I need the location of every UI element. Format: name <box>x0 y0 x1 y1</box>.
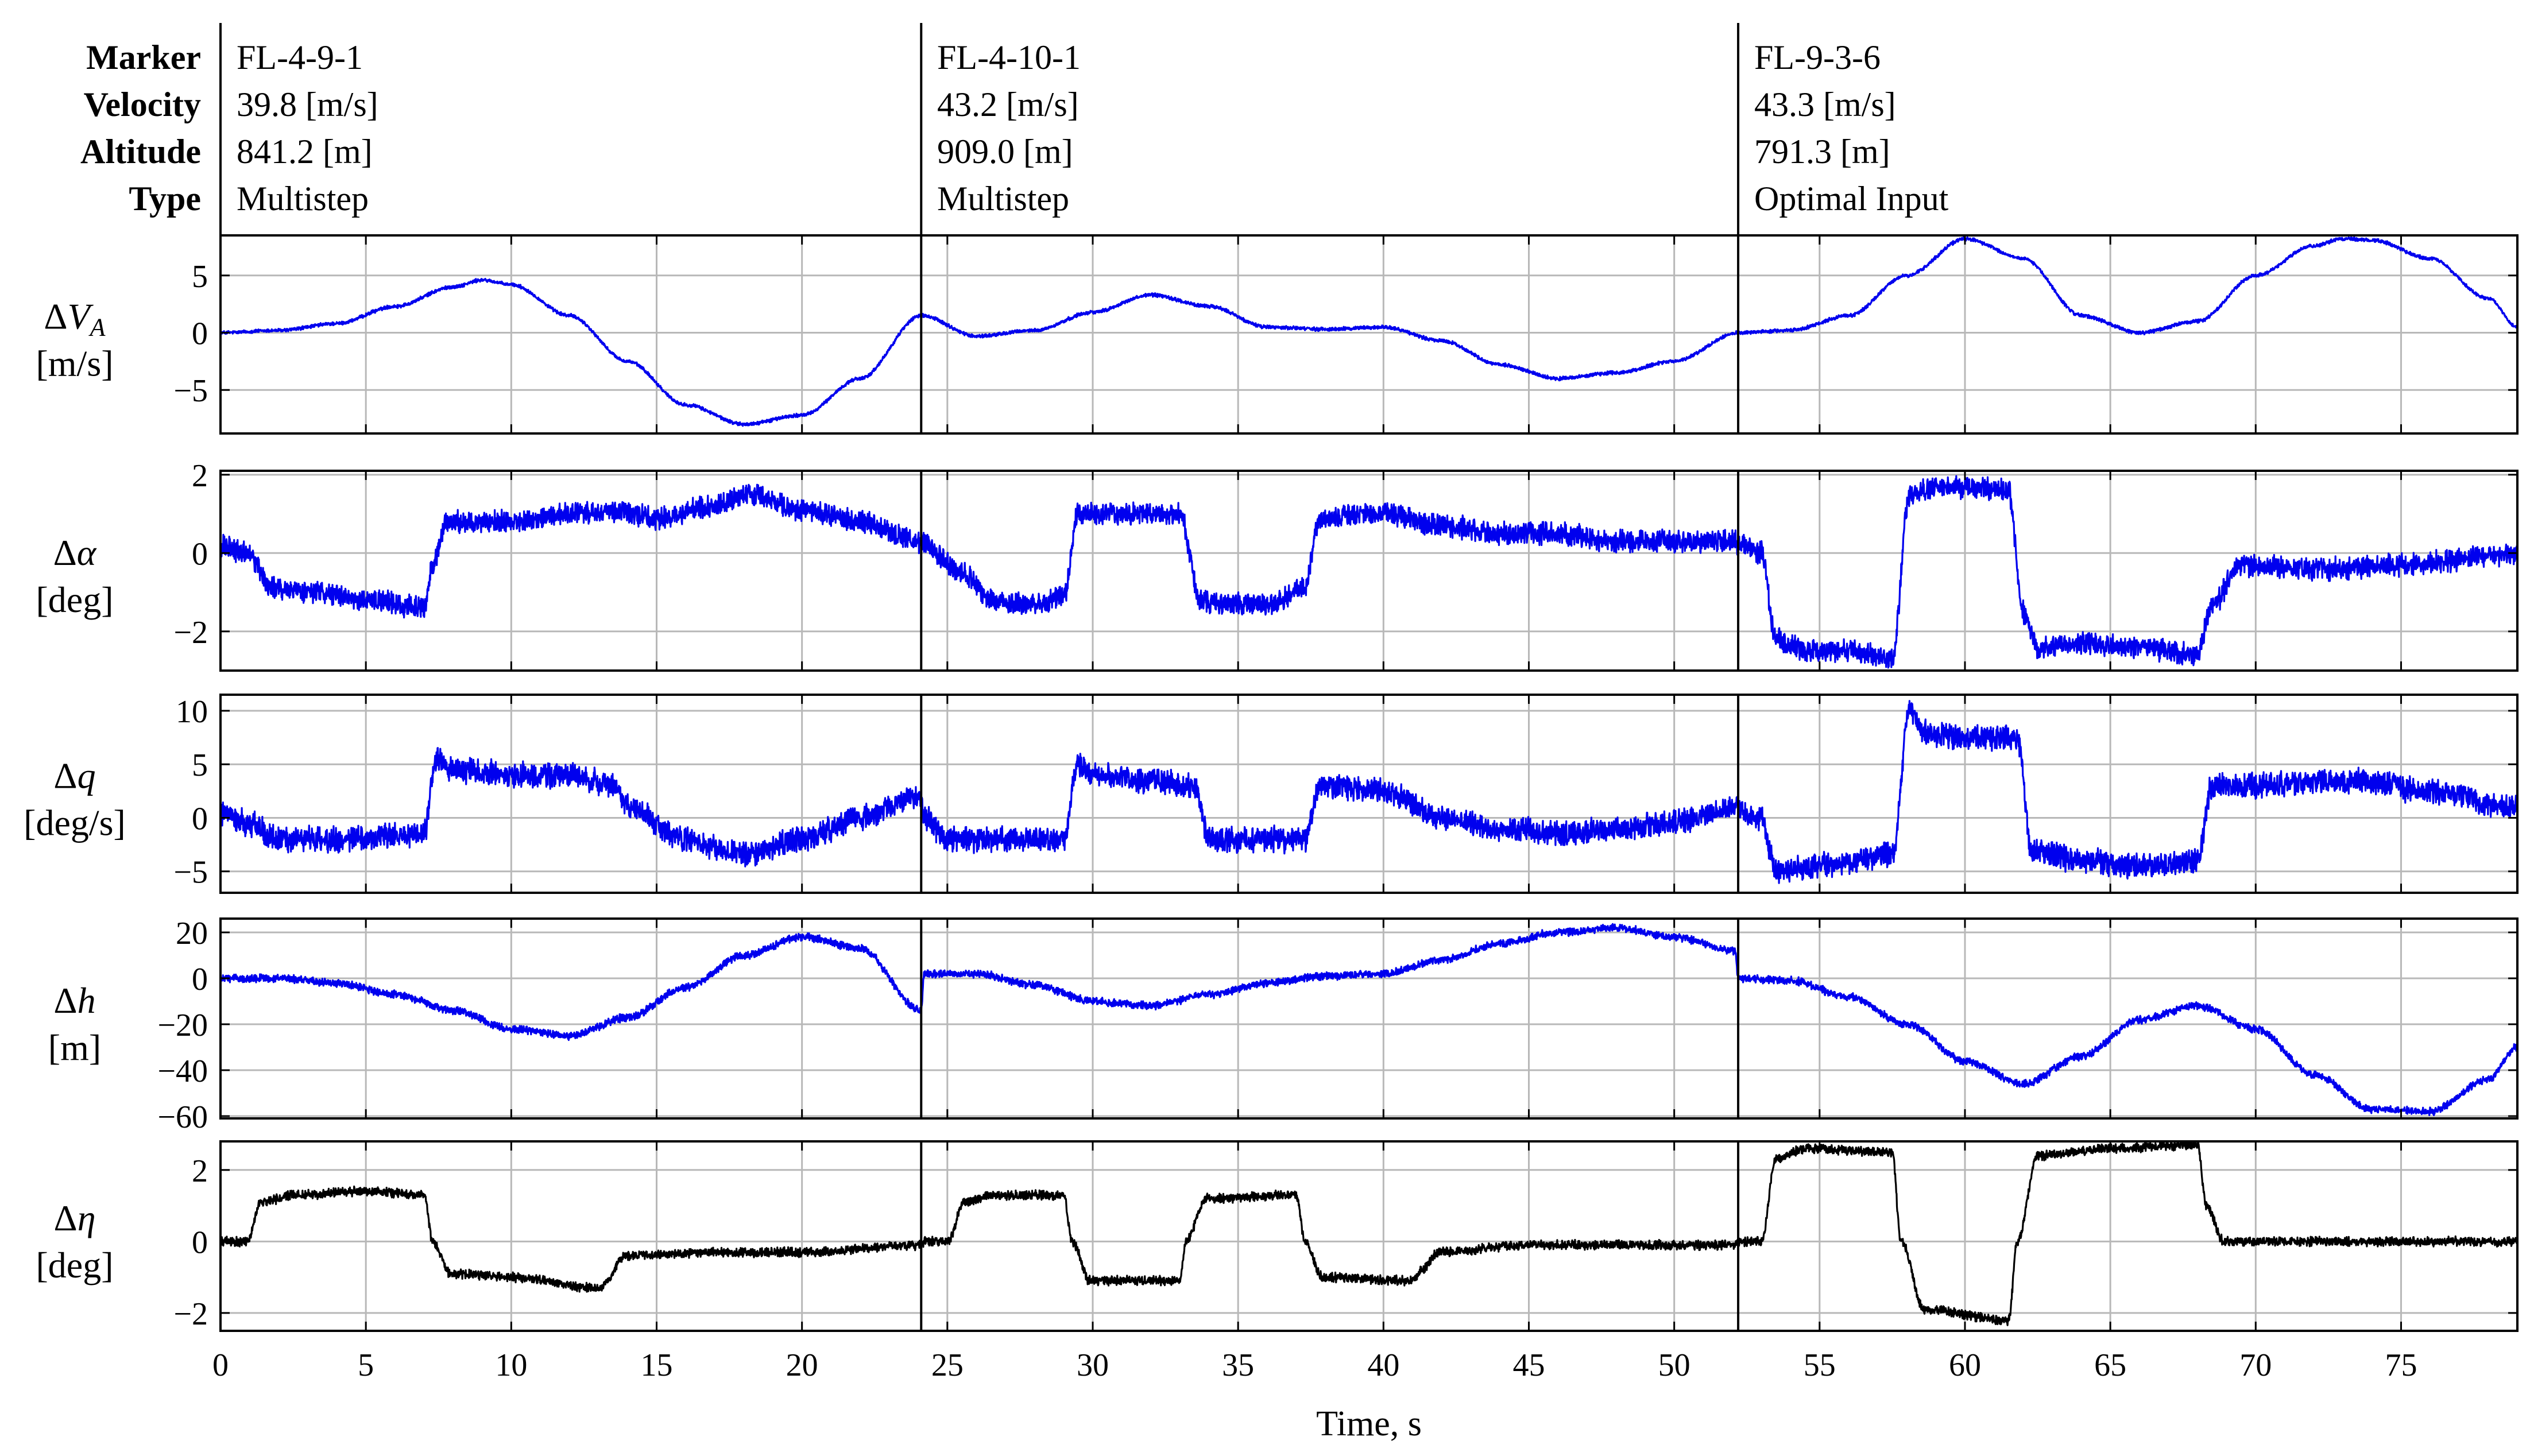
y-tick-label: −2 <box>173 1296 208 1332</box>
x-tick-label: 35 <box>1222 1347 1254 1383</box>
panel-dalpha: 2 0 −2 Δα [deg] <box>36 458 2519 672</box>
panel-dh: 20 0 −20 −40 −60 Δh [m] <box>48 916 2519 1135</box>
flight-3-type: Optimal Input <box>1754 180 1949 218</box>
x-tick-label: 70 <box>2239 1347 2272 1383</box>
y-axis-label-dalpha: Δα <box>53 532 97 573</box>
panel-dq: 10 5 0 −5 Δq [deg/s] <box>24 694 2519 894</box>
y-tick-label: −2 <box>173 615 208 650</box>
x-tick-label: 65 <box>2094 1347 2126 1383</box>
panel-frame <box>219 694 2519 894</box>
x-tick-label: 0 <box>212 1347 229 1383</box>
header-label-velocity: Velocity <box>84 86 201 123</box>
x-tick-label: 15 <box>640 1347 672 1383</box>
y-tick-label: 0 <box>192 316 208 352</box>
series-line-dalpha <box>219 475 2519 669</box>
flight-2-velocity: 43.2 [m/s] <box>937 86 1079 123</box>
series-line-dh <box>219 923 2519 1117</box>
plot-area: 50−5ΔVA[m/s]20−2Δα[deg]1050−5Δq[deg/s]20… <box>24 23 2519 1383</box>
series-line-deta <box>219 1140 2519 1326</box>
flight-3-velocity: 43.3 [m/s] <box>1754 86 1896 123</box>
y-tick-label: −5 <box>173 855 208 890</box>
y-axis-label-dq: Δq <box>53 756 95 796</box>
panel-frame <box>219 470 2519 672</box>
y-tick-label: 0 <box>192 801 208 837</box>
x-tick-label: 50 <box>1658 1347 1690 1383</box>
flight-3-marker: FL-9-3-6 <box>1754 38 1881 76</box>
y-tick-label: 5 <box>192 748 208 783</box>
flight-1-velocity: 39.8 [m/s] <box>237 86 378 123</box>
flight-1-altitude: 841.2 [m] <box>237 133 373 171</box>
x-tick-label: 55 <box>1804 1347 1836 1383</box>
y-axis-unit-dVA: [m/s] <box>36 343 113 384</box>
y-tick-label: −20 <box>157 1008 208 1043</box>
flight-2-marker: FL-4-10-1 <box>937 38 1081 76</box>
y-tick-label: 0 <box>192 1225 208 1260</box>
x-tick-label: 30 <box>1077 1347 1109 1383</box>
panel-frame <box>219 917 2519 1120</box>
y-tick-label: −40 <box>157 1054 208 1089</box>
panel-frame <box>219 234 2519 435</box>
x-axis-label: Time, s <box>1316 1404 1422 1443</box>
header-label-marker: Marker <box>86 38 201 76</box>
y-tick-label: 2 <box>192 1153 208 1189</box>
x-tick-label: 25 <box>931 1347 964 1383</box>
header-label-type: Type <box>129 180 201 218</box>
flight-2-type: Multistep <box>937 180 1069 218</box>
y-tick-label: 2 <box>192 458 208 494</box>
series-line-dVA <box>219 236 2519 427</box>
y-axis-label-dh: Δh <box>53 980 95 1021</box>
y-tick-label: −60 <box>157 1099 208 1135</box>
flight-2-altitude: 909.0 [m] <box>937 133 1073 171</box>
y-axis-unit-deta: [deg] <box>36 1245 113 1285</box>
panel-deta: 2 0 −2 Δη [deg] <box>36 1140 2519 1332</box>
y-axis-label-deta: Δη <box>54 1198 96 1238</box>
x-tick-label: 45 <box>1512 1347 1545 1383</box>
y-tick-label: 10 <box>176 694 208 730</box>
y-axis-label-dVA: ΔVA <box>44 296 106 342</box>
x-tick-label: 10 <box>495 1347 527 1383</box>
y-axis-unit-dq: [deg/s] <box>24 803 126 843</box>
flight-1-marker: FL-4-9-1 <box>237 38 363 76</box>
flight-3-altitude: 791.3 [m] <box>1754 133 1890 171</box>
flight-header-table: Marker Velocity Altitude Type FL-4-9-1 3… <box>80 38 1949 218</box>
y-axis-unit-dalpha: [deg] <box>36 579 113 620</box>
y-axis-unit-dh: [m] <box>48 1027 101 1068</box>
y-tick-label: 5 <box>192 259 208 295</box>
x-tick-label: 40 <box>1367 1347 1399 1383</box>
panel-dVA: 5 0 −5 ΔVA[m/s] <box>36 234 2519 435</box>
flight-1-type: Multistep <box>237 180 369 218</box>
y-tick-label: 0 <box>192 962 208 997</box>
series-line-dq <box>219 700 2519 884</box>
x-tick-label: 60 <box>1949 1347 1981 1383</box>
x-tick-label: 75 <box>2385 1347 2417 1383</box>
y-tick-label: 20 <box>176 916 208 951</box>
y-tick-label: −5 <box>173 373 208 409</box>
y-tick-label: 0 <box>192 536 208 572</box>
panel-frame <box>219 1140 2519 1332</box>
header-label-altitude: Altitude <box>80 133 201 171</box>
x-tick-label: 5 <box>358 1347 374 1383</box>
x-tick-label: 20 <box>786 1347 818 1383</box>
